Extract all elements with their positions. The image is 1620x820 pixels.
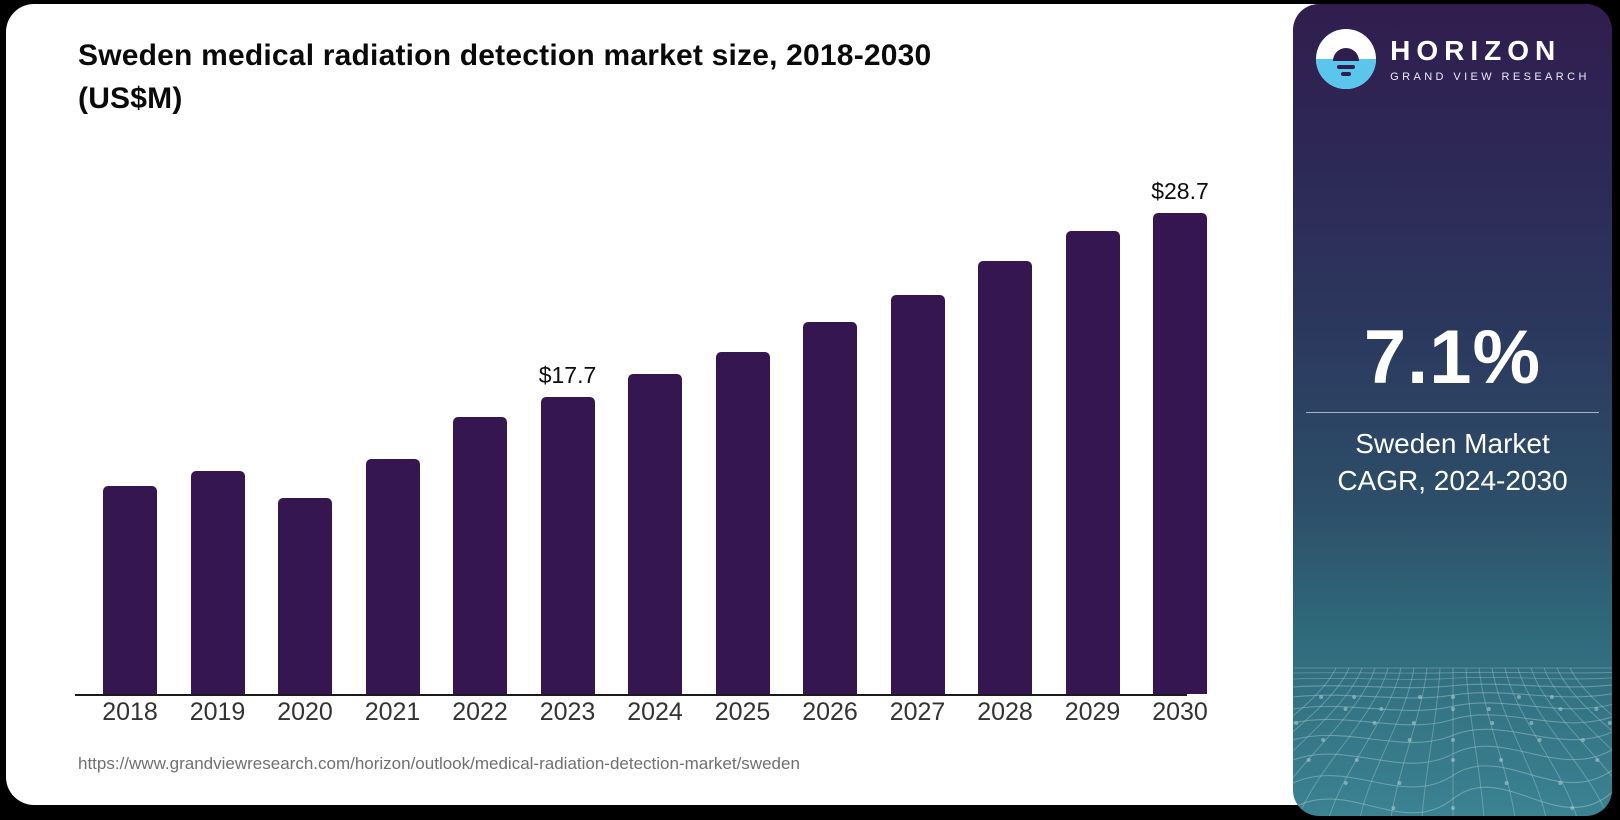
bar-2030 xyxy=(1153,213,1207,694)
brand-subtitle: GRAND VIEW RESEARCH xyxy=(1390,70,1590,83)
source-url: https://www.grandviewresearch.com/horizo… xyxy=(78,754,800,773)
bar-value-label-2023: $17.7 xyxy=(538,362,597,388)
sidebar-panel: HORIZON GRAND VIEW RESEARCH 7.1% Sweden … xyxy=(1293,4,1612,816)
stat-caption: Sweden Market CAGR, 2024-2030 xyxy=(1293,425,1612,499)
x-axis-label-2022: 2022 xyxy=(452,698,508,726)
chart-title-line1: Sweden medical radiation detection marke… xyxy=(78,39,932,72)
cagr-stat-block: 7.1% Sweden Market CAGR, 2024-2030 xyxy=(1293,320,1612,499)
x-axis-line xyxy=(75,694,1187,696)
x-axis-label-2019: 2019 xyxy=(189,698,246,726)
brand-text: HORIZON GRAND VIEW RESEARCH xyxy=(1390,34,1590,83)
brand-name: HORIZON xyxy=(1390,34,1562,66)
stat-caption-line2: CAGR, 2024-2030 xyxy=(1337,465,1568,496)
chart-title-line2: (US$M) xyxy=(78,82,183,115)
x-axis-label-2026: 2026 xyxy=(802,698,858,726)
cagr-stat-value: 7.1% xyxy=(1363,315,1542,400)
bar-2018 xyxy=(103,486,157,694)
bar-2027 xyxy=(890,295,945,694)
bar-2026 xyxy=(803,322,857,694)
bar-2020 xyxy=(278,498,332,694)
bar-value-label-2030: $28.7 xyxy=(1151,178,1209,204)
x-axis-label-2020: 2020 xyxy=(277,698,333,726)
bar-2029 xyxy=(1065,231,1120,694)
x-axis-label-2028: 2028 xyxy=(977,698,1033,726)
bar-2024 xyxy=(628,374,682,694)
x-axis-label-2029: 2029 xyxy=(1064,698,1121,726)
x-axis-label-2023: 2023 xyxy=(539,698,596,726)
stat-caption-line1: Sweden Market xyxy=(1355,428,1550,459)
chart-title: Sweden medical radiation detection marke… xyxy=(78,34,931,120)
bar-2019 xyxy=(190,471,245,694)
x-axis-label-2030: 2030 xyxy=(1152,698,1208,726)
mesh-pattern xyxy=(1293,667,1612,816)
brand-logo-row: HORIZON GRAND VIEW RESEARCH xyxy=(1293,28,1612,90)
x-axis-label-2018: 2018 xyxy=(102,698,158,726)
x-axis-label-2025: 2025 xyxy=(714,698,771,726)
bar-2028 xyxy=(978,261,1032,694)
horizon-sun-icon xyxy=(1316,29,1377,89)
stat-divider xyxy=(1306,412,1599,413)
bar-2021 xyxy=(365,459,420,694)
bar-2025 xyxy=(715,352,770,694)
bar-2023 xyxy=(540,397,595,694)
plot-area: $17.7 $28.7 xyxy=(75,178,1209,694)
x-axis-label-2024: 2024 xyxy=(627,698,683,726)
x-axis-label-2027: 2027 xyxy=(889,698,946,726)
x-axis-labels: 2018 2019 2020 2021 2022 2023 2024 2025 2026 2027… xyxy=(75,698,1208,728)
x-axis-label-2021: 2021 xyxy=(364,698,421,726)
bar-2022 xyxy=(453,417,507,694)
